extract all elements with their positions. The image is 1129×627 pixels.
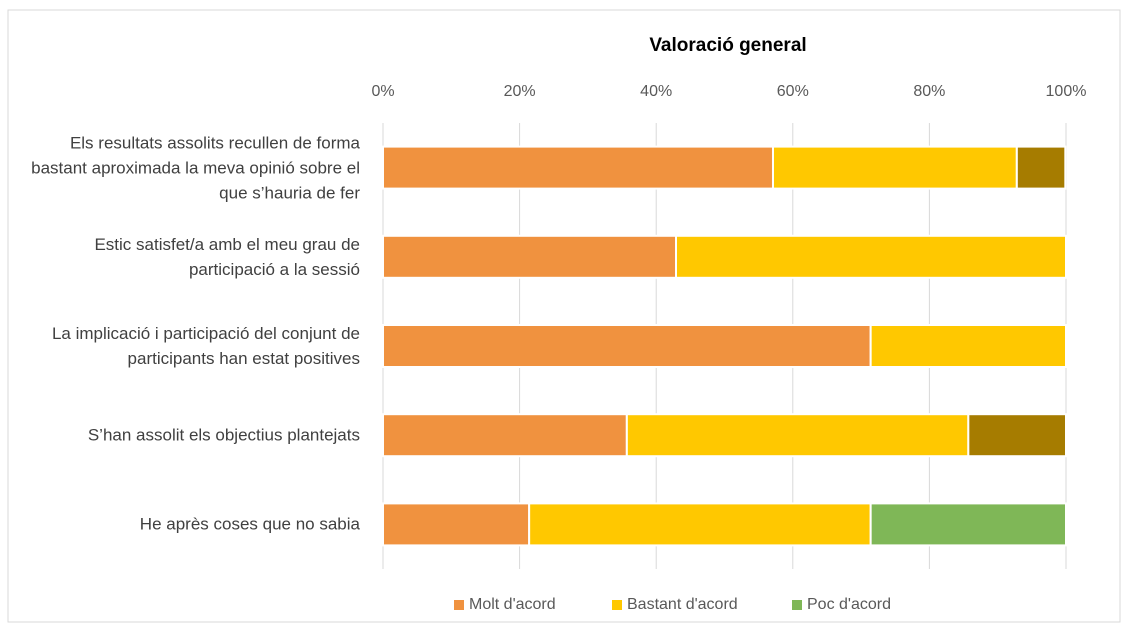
bar-segment bbox=[528, 502, 872, 547]
chart-title: Valoració general bbox=[649, 35, 806, 56]
legend-label: Poc d'acord bbox=[807, 596, 891, 613]
category-label: He après coses que no sabia bbox=[139, 514, 360, 534]
category-label: S’han assolit els objectius plantejats bbox=[87, 425, 360, 445]
legend-swatch bbox=[454, 600, 464, 610]
x-tick-label: 60% bbox=[777, 83, 809, 100]
legend-label: Bastant d'acord bbox=[627, 596, 738, 613]
chart-border bbox=[7, 9, 1121, 623]
bar-segment bbox=[967, 413, 1067, 458]
legend-label: Molt d'acord bbox=[469, 596, 556, 613]
bar-segment bbox=[1015, 145, 1067, 190]
x-tick-label: 0% bbox=[371, 83, 394, 100]
x-tick-label: 20% bbox=[504, 83, 536, 100]
bar-segment bbox=[869, 502, 1067, 547]
bar-segment bbox=[869, 324, 1067, 368]
bar-segment bbox=[382, 502, 531, 547]
bar-segment bbox=[382, 234, 678, 279]
legend-swatch bbox=[612, 600, 622, 610]
bar-segment bbox=[771, 145, 1018, 190]
category-label: Estic satisfet/a amb el meu grau de part… bbox=[94, 234, 360, 279]
x-tick-label: 80% bbox=[913, 83, 945, 100]
legend-swatch bbox=[792, 600, 802, 610]
bar-segment bbox=[625, 413, 970, 458]
category-label: La implicació i participació del conjunt… bbox=[51, 324, 360, 368]
x-tick-label: 100% bbox=[1046, 83, 1087, 100]
bar-segment bbox=[675, 234, 1068, 279]
category-label: Els resultats assolits recullen de forma… bbox=[31, 133, 360, 203]
bar-segment bbox=[382, 145, 774, 190]
x-tick-label: 40% bbox=[640, 83, 672, 100]
bar-segment bbox=[382, 324, 872, 368]
bar-segment bbox=[382, 413, 628, 458]
